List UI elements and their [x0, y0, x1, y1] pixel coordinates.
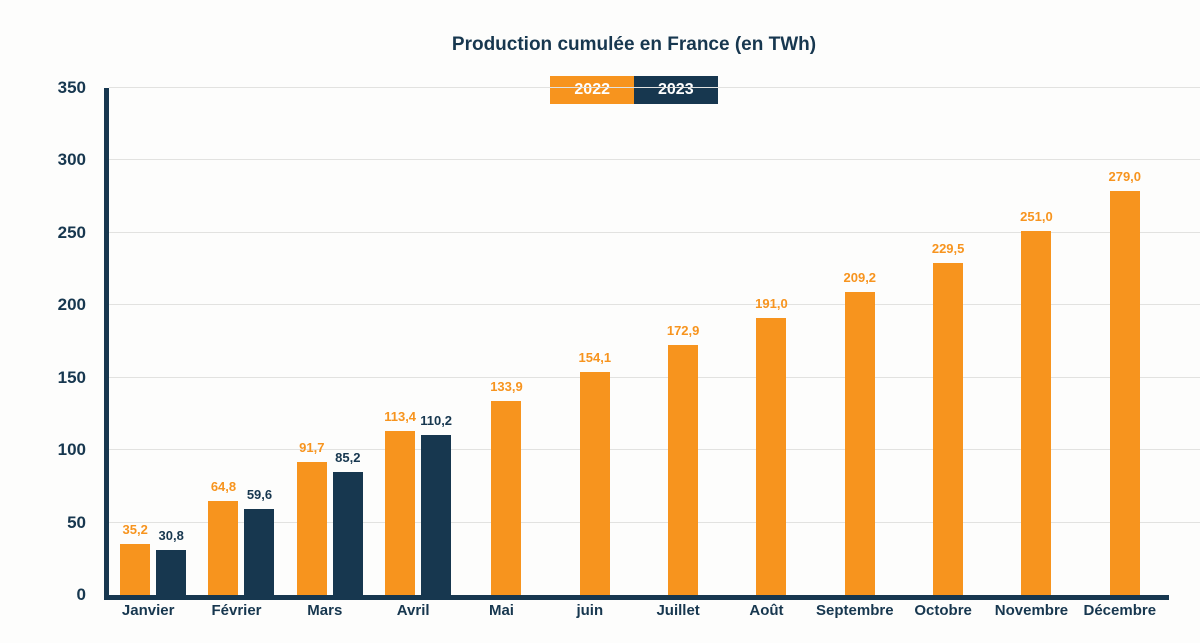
bar-group-juin: 154,1: [551, 88, 639, 595]
value-label-2022-mai: 133,9: [490, 379, 523, 395]
x-tick-label-juin: juin: [576, 602, 604, 619]
value-label-2023-fevrier: 59,6: [246, 486, 273, 502]
bar-2022-mai: 133,9: [490, 379, 523, 595]
bar-2022-juillet: 172,9: [667, 323, 699, 595]
bar-2022-octobre: 229,5: [932, 241, 964, 595]
bar-group-septembre: 209,2: [816, 88, 904, 595]
bar-2023-janvier: 30,8: [156, 528, 187, 595]
legend-item-2022: 2022: [550, 76, 634, 104]
bar-2022-novembre: 251,0: [1020, 209, 1053, 595]
x-tick-label-decembre: Décembre: [1083, 602, 1157, 619]
y-tick-label: 150: [57, 367, 86, 387]
x-tick-label-fevrier: Février: [211, 602, 262, 619]
bar-2022-decembre: 279,0: [1108, 169, 1141, 595]
value-label-2022-janvier: 35,2: [122, 522, 148, 538]
legend-item-2023: 2023: [634, 76, 718, 104]
value-label-2022-septembre: 209,2: [843, 269, 877, 285]
bar-2023-fevrier: 59,6: [244, 487, 275, 595]
bar-group-decembre: 279,0: [1081, 88, 1169, 595]
bar-group-avril: 113,4 110,2: [374, 88, 462, 595]
bar-2023-mars: 85,2: [332, 450, 363, 595]
x-tick-label-aout: Août: [749, 602, 784, 619]
x-tick-label-mai: Mai: [488, 602, 514, 619]
y-tick-label: 200: [57, 295, 86, 315]
value-label-2022-mars: 91,7: [299, 440, 325, 456]
x-tick-label-novembre: Novembre: [994, 602, 1069, 619]
value-label-2023-janvier: 30,8: [158, 528, 184, 544]
legend: 2022 2023: [104, 76, 1164, 104]
bar-2023-avril: 110,2: [420, 413, 452, 595]
gridline: [109, 521, 1200, 523]
bar-2022-avril: 113,4: [384, 409, 416, 595]
x-tick-label-janvier: Janvier: [121, 602, 175, 619]
y-tick-label: 50: [67, 512, 86, 532]
gridline: [109, 376, 1200, 378]
x-axis-labels: Janvier Février Mars Avril Mai juin Juillet Aoû…: [104, 602, 1164, 619]
bar-2022-mars: 91,7: [296, 440, 327, 595]
y-tick-label: 100: [57, 440, 86, 460]
y-tick-label: 350: [57, 78, 86, 97]
chart-title: Production cumulée en France (en TWh): [451, 34, 817, 55]
y-tick-label: 250: [57, 222, 86, 242]
y-tick-label: 300: [57, 150, 86, 170]
bar-groups: 35,2 30,8 64,8 59,6 91,7 85,2 113,4 110,2 133,9 1…: [109, 88, 1169, 595]
bar-group-mars: 91,7 85,2: [286, 88, 374, 595]
bar-group-octobre: 229,5: [904, 88, 992, 595]
gridline: [109, 304, 1200, 306]
value-label-2022-avril: 113,4: [384, 408, 417, 424]
bar-group-juillet: 172,9: [639, 88, 727, 595]
plot-area: 35,2 30,8 64,8 59,6 91,7 85,2 113,4 110,2 133,9 1…: [104, 87, 1200, 600]
bar-2022-septembre: 209,2: [844, 270, 876, 595]
gridline: [109, 231, 1200, 233]
x-tick-label-octobre: Octobre: [914, 602, 972, 619]
gridline: [109, 159, 1200, 161]
value-label-2022-decembre: 279,0: [1108, 168, 1142, 184]
x-tick-label-mars: Mars: [307, 602, 343, 619]
bar-group-janvier: 35,2 30,8: [109, 88, 197, 595]
gridline: [109, 449, 1200, 451]
bar-group-novembre: 251,0: [992, 88, 1080, 595]
x-tick-label-juillet: Juillet: [656, 602, 700, 619]
bar-2022-fevrier: 64,8: [208, 479, 239, 595]
bar-group-aout: 191,0: [727, 88, 815, 595]
x-tick-label-septembre: Septembre: [816, 602, 894, 619]
value-label-2022-juin: 154,1: [578, 349, 612, 365]
value-label-2022-octobre: 229,5: [931, 240, 965, 256]
bar-group-fevrier: 64,8 59,6: [197, 88, 285, 595]
value-label-2023-mars: 85,2: [335, 449, 361, 465]
value-label-2022-novembre: 251,0: [1020, 209, 1053, 225]
value-label-2023-avril: 110,2: [420, 413, 453, 429]
bar-group-mai: 133,9: [462, 88, 550, 595]
y-tick-label: 0: [76, 585, 86, 604]
value-label-2022-fevrier: 64,8: [210, 479, 237, 495]
value-label-2022-juillet: 172,9: [666, 322, 700, 338]
x-tick-label-avril: Avril: [396, 602, 430, 619]
bar-2022-aout: 191,0: [755, 296, 788, 595]
bar-2022-janvier: 35,2: [120, 522, 151, 595]
bar-2022-juin: 154,1: [579, 350, 611, 595]
gridline: [109, 87, 1200, 88]
value-label-2022-aout: 191,0: [755, 296, 788, 312]
y-axis-labels: 0 50 100 150 200 250 300 350: [0, 78, 92, 604]
